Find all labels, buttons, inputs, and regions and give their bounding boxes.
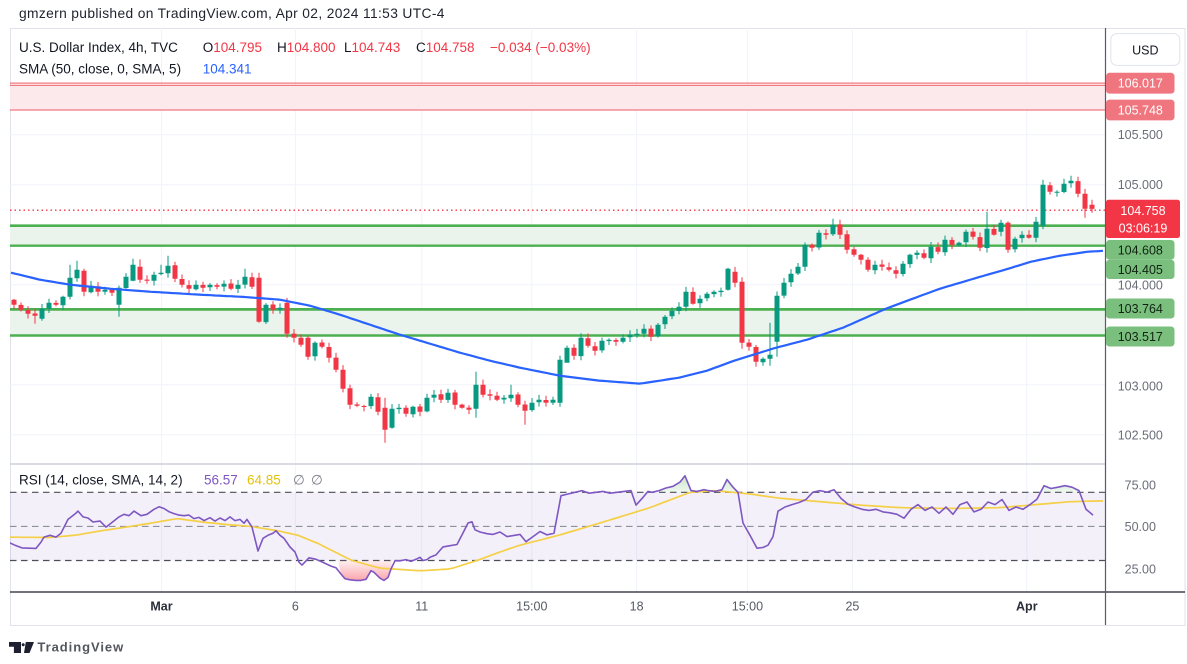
svg-text:105.748: 105.748 (1118, 103, 1163, 117)
svg-text:03:06:19: 03:06:19 (1119, 221, 1168, 235)
svg-text:gmzern published on TradingVie: gmzern published on TradingView.com, Apr… (19, 6, 445, 21)
svg-text:50.00: 50.00 (1125, 520, 1156, 534)
svg-text:105.500: 105.500 (1118, 128, 1163, 142)
svg-text:106.017: 106.017 (1118, 77, 1163, 91)
svg-text:104.000: 104.000 (1118, 278, 1163, 292)
svg-text:25.00: 25.00 (1125, 562, 1156, 576)
svg-text:USD: USD (1132, 44, 1158, 58)
svg-text:TradingView: TradingView (37, 639, 124, 654)
svg-text:18: 18 (630, 600, 644, 614)
svg-text:6: 6 (292, 600, 299, 614)
svg-text:103.517: 103.517 (1118, 330, 1163, 344)
svg-text:U.S. Dollar Index, 4h, TVC O10: U.S. Dollar Index, 4h, TVC O104.795 H104.… (19, 40, 591, 55)
svg-text:15:00: 15:00 (732, 600, 763, 614)
svg-text:103.000: 103.000 (1118, 379, 1163, 393)
svg-text:25: 25 (845, 600, 859, 614)
svg-text:105.000: 105.000 (1118, 178, 1163, 192)
svg-text:SMA (50, close, 0, SMA, 5) 104: SMA (50, close, 0, SMA, 5) 104.341 (19, 62, 252, 77)
svg-text:102.500: 102.500 (1118, 428, 1163, 442)
svg-text:104.758: 104.758 (1120, 204, 1165, 218)
svg-text:75.00: 75.00 (1125, 478, 1156, 492)
svg-text:15:00: 15:00 (516, 600, 547, 614)
svg-text:Apr: Apr (1016, 600, 1038, 614)
svg-text:104.405: 104.405 (1118, 263, 1163, 277)
svg-text:11: 11 (415, 600, 428, 614)
svg-text:RSI (14, close, SMA, 14, 2) 56: RSI (14, close, SMA, 14, 2) 56.57 64.85 ∅ ∅ (19, 473, 323, 488)
svg-text:103.764: 103.764 (1118, 302, 1163, 316)
svg-text:104.608: 104.608 (1118, 243, 1163, 257)
svg-text:Mar: Mar (150, 600, 172, 614)
